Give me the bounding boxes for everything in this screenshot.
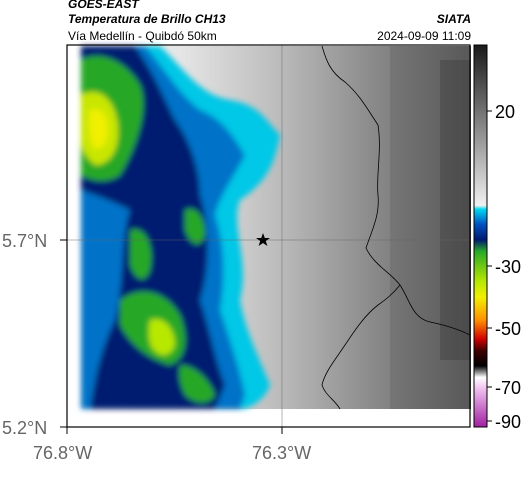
boundary-line <box>321 45 471 336</box>
star-icon <box>256 233 270 246</box>
colorbar-label-minus70: -70 <box>495 378 521 398</box>
colorbar-label-minus30: -30 <box>495 257 521 277</box>
y-tick-5.2: 5.2°N <box>2 418 47 438</box>
x-tick-76.3: 76.3°W <box>252 443 311 463</box>
product-title: Temperatura de Brillo CH13 <box>68 12 226 26</box>
x-tick-76.8: 76.8°W <box>33 443 92 463</box>
agency-label: SIATA <box>436 12 471 26</box>
datetime-label: 2024-09-09 11:09 <box>377 29 471 43</box>
colorbar <box>473 44 488 428</box>
colorbar-label-minus50: -50 <box>495 319 521 339</box>
region-label: Vía Medellín - Quibdó 50km <box>68 29 217 43</box>
colorbar-label-minus90: -90 <box>495 412 521 432</box>
y-tick-5.7: 5.7°N <box>2 231 47 251</box>
colorbar-label-20: 20 <box>495 102 515 122</box>
cold-cloud-field <box>81 46 280 409</box>
satellite-title: GOES-EAST <box>68 0 139 11</box>
